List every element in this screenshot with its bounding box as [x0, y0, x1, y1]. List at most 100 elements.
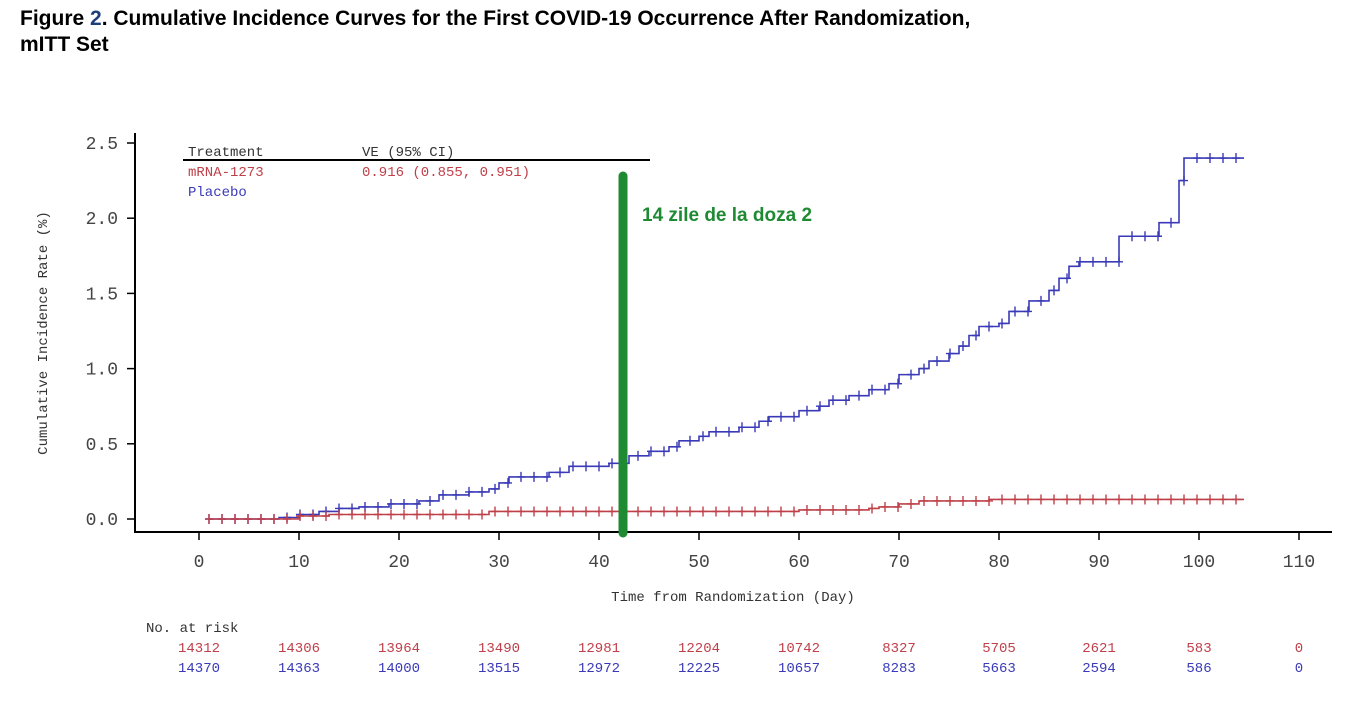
x-tick-label: 80 [988, 553, 1010, 573]
placebo-censor-mark [478, 486, 486, 497]
mrna-censor-mark [1180, 494, 1188, 505]
mrna-censor-mark [270, 514, 278, 524]
y-axis-label: Cumulative Incidence Rate (%) [36, 211, 52, 455]
placebo-censor-mark [855, 390, 863, 401]
placebo-censor-mark [1193, 153, 1201, 164]
mrna-censor-mark [1037, 494, 1045, 505]
legend-mrna-label: mRNA-1273 [188, 165, 264, 181]
placebo-censor-mark [608, 458, 616, 469]
at-risk-mrna-value: 13490 [478, 641, 520, 657]
y-tick-label: 0.0 [86, 511, 118, 531]
mrna-censor-mark [205, 514, 213, 524]
placebo-censor-mark [1232, 153, 1240, 164]
mrna-censor-mark [1206, 494, 1214, 505]
mrna-censor-mark [530, 506, 538, 517]
mrna-censor-mark [803, 504, 811, 515]
mrna-censor-mark [777, 506, 785, 517]
placebo-censor-mark [582, 461, 590, 472]
mrna-censor-mark [894, 501, 902, 512]
at-risk-mrna-value: 2621 [1082, 641, 1116, 657]
mrna-censor-mark [595, 506, 603, 517]
mrna-censor-mark [1219, 494, 1227, 505]
placebo-censor-mark [387, 498, 395, 509]
mrna-censor-mark [686, 506, 694, 517]
mrna-censor-mark [738, 506, 746, 517]
placebo-censor-mark [556, 467, 564, 478]
mrna-censor-mark [218, 514, 226, 524]
at-risk-placebo-value: 8283 [882, 661, 916, 677]
placebo-censor-mark [920, 363, 928, 374]
mrna-censor-mark [452, 509, 460, 520]
legend-mrna-ve: 0.916 (0.855, 0.951) [362, 165, 530, 181]
mrna-censor-mark [1024, 494, 1032, 505]
y-tick-label: 1.0 [86, 361, 118, 381]
mrna-censor-mark [257, 514, 265, 524]
mrna-censor-mark [725, 506, 733, 517]
mrna-censor-mark [1128, 494, 1136, 505]
placebo-censor-mark [1011, 306, 1019, 317]
mrna-censor-mark [543, 506, 551, 517]
mrna-censor-mark [881, 501, 889, 512]
placebo-censor-mark [1167, 217, 1175, 228]
placebo-censor-mark [1115, 256, 1123, 267]
placebo-censor-mark [842, 395, 850, 406]
placebo-censor-mark [439, 489, 447, 500]
placebo-censor-mark [972, 330, 980, 341]
placebo-censor-mark [400, 498, 408, 509]
mrna-censor-mark [296, 510, 304, 521]
placebo-censor-mark [907, 369, 915, 380]
mrna-censor-mark [582, 506, 590, 517]
mrna-censor-mark [413, 509, 421, 520]
at-risk-mrna-value: 5705 [982, 641, 1016, 657]
placebo-censor-mark [933, 356, 941, 367]
placebo-censor-mark [1180, 175, 1188, 186]
mrna-censor-mark [1193, 494, 1201, 505]
day14-dose2-annotation: 14 zile de la doza 2 [642, 205, 812, 226]
at-risk-placebo-value: 13515 [478, 661, 520, 677]
placebo-censor-mark [725, 426, 733, 437]
mrna-censor-mark [907, 498, 915, 509]
placebo-censor-mark [829, 395, 837, 406]
at-risk-mrna-value: 12981 [578, 641, 620, 657]
mrna-censor-mark [985, 495, 993, 506]
x-tick-label: 20 [388, 553, 410, 573]
placebo-censor-mark [803, 405, 811, 416]
at-risk-mrna-value: 14312 [178, 641, 220, 657]
placebo-censor-mark [985, 321, 993, 332]
mrna-censor-mark [647, 506, 655, 517]
mrna-censor-mark [998, 494, 1006, 505]
at-risk-placebo-value: 14363 [278, 661, 320, 677]
placebo-censor-mark [1024, 306, 1032, 317]
placebo-censor-mark [699, 431, 707, 442]
placebo-censor-mark [543, 471, 551, 482]
mrna-censor-mark [439, 509, 447, 520]
at-risk-mrna-value: 0 [1295, 641, 1303, 657]
mrna-censor-mark [829, 504, 837, 515]
placebo-censor-mark [881, 384, 889, 395]
at-risk-placebo-value: 0 [1295, 661, 1303, 677]
placebo-censor-mark [504, 477, 512, 488]
placebo-censor-mark [1063, 273, 1071, 284]
mrna-censor-mark [400, 509, 408, 520]
placebo-censor-mark [647, 446, 655, 457]
mrna-censor-mark [608, 506, 616, 517]
mrna-censor-mark [712, 506, 720, 517]
x-tick-label: 70 [888, 553, 910, 573]
placebo-censor-mark [673, 441, 681, 452]
mrna-censor-mark [361, 509, 369, 520]
y-tick-label: 2.0 [86, 210, 118, 230]
mrna-censor-mark [1167, 494, 1175, 505]
mrna-censor-mark [556, 506, 564, 517]
mrna-censor-mark [244, 514, 252, 524]
at-risk-mrna-value: 13964 [378, 641, 420, 657]
legend-header-ve: VE (95% CI) [362, 145, 454, 161]
legend-header-treatment: Treatment [188, 145, 264, 161]
placebo-censor-mark [452, 489, 460, 500]
placebo-censor-mark [959, 341, 967, 352]
placebo-censor-mark [1154, 231, 1162, 242]
mrna-censor-mark [1102, 494, 1110, 505]
mrna-censor-mark [842, 504, 850, 515]
at-risk-placebo-value: 14370 [178, 661, 220, 677]
mrna-censor-mark [1050, 494, 1058, 505]
